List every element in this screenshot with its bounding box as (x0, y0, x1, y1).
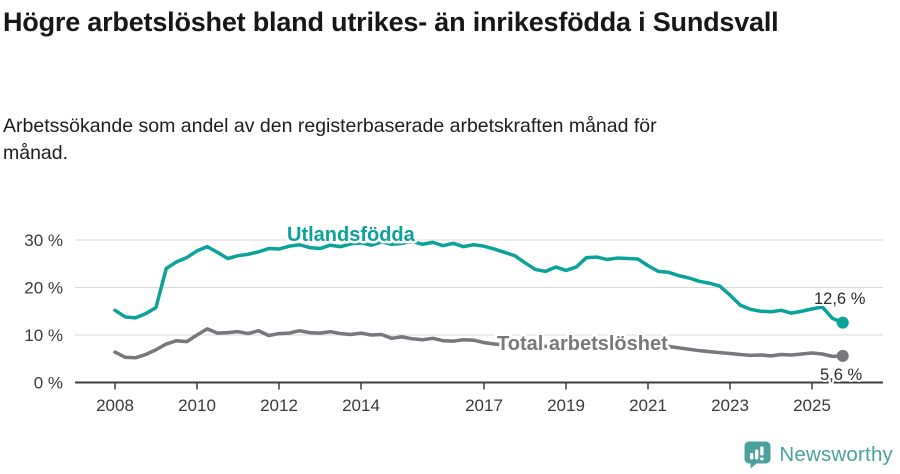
series-label-total-arbetsloshet: Total arbetslöshet (497, 333, 668, 355)
page-title: Högre arbetslöshet bland utrikes- än inr… (3, 7, 779, 37)
svg-text:2017: 2017 (465, 396, 503, 415)
x-axis: 2008 2010 2012 2014 2017 2019 2021 2023 2025 (75, 381, 883, 415)
svg-text:2023: 2023 (711, 396, 749, 415)
svg-text:20 %: 20 % (24, 279, 63, 298)
gridlines: 0 % 10 % 20 % 30 % (24, 231, 883, 393)
unemployment-line-chart: 0 % 10 % 20 % 30 % 2008 2010 2012 2014 2017 2019… (24, 222, 883, 415)
newsworthy-logo: Newsworthy (744, 441, 893, 469)
svg-text:2014: 2014 (342, 396, 380, 415)
newsworthy-pin-bar-chart-icon (744, 441, 771, 469)
svg-text:2012: 2012 (260, 396, 298, 415)
svg-text:2021: 2021 (629, 396, 667, 415)
end-value-label-utlandsfodda: 12,6 % (814, 290, 866, 308)
svg-text:2008: 2008 (96, 396, 134, 415)
svg-text:2025: 2025 (793, 396, 831, 415)
svg-text:10 %: 10 % (24, 326, 63, 345)
chart-labels: Utlandsfödda Total arbetslöshet 12,6 % 5… (285, 222, 868, 387)
svg-text:0 %: 0 % (34, 374, 63, 393)
newsworthy-wordmark: Newsworthy (779, 443, 893, 466)
data-series (113, 239, 849, 362)
series-label-utlandsfodda: Utlandsfödda (287, 224, 416, 246)
svg-text:30 %: 30 % (24, 231, 63, 250)
svg-text:2010: 2010 (178, 396, 216, 415)
page-subtitle: Arbetssökande som andel av den registerb… (3, 115, 657, 165)
end-value-label-total-arbetsloshet: 5,6 % (820, 366, 863, 384)
svg-text:2019: 2019 (547, 396, 585, 415)
